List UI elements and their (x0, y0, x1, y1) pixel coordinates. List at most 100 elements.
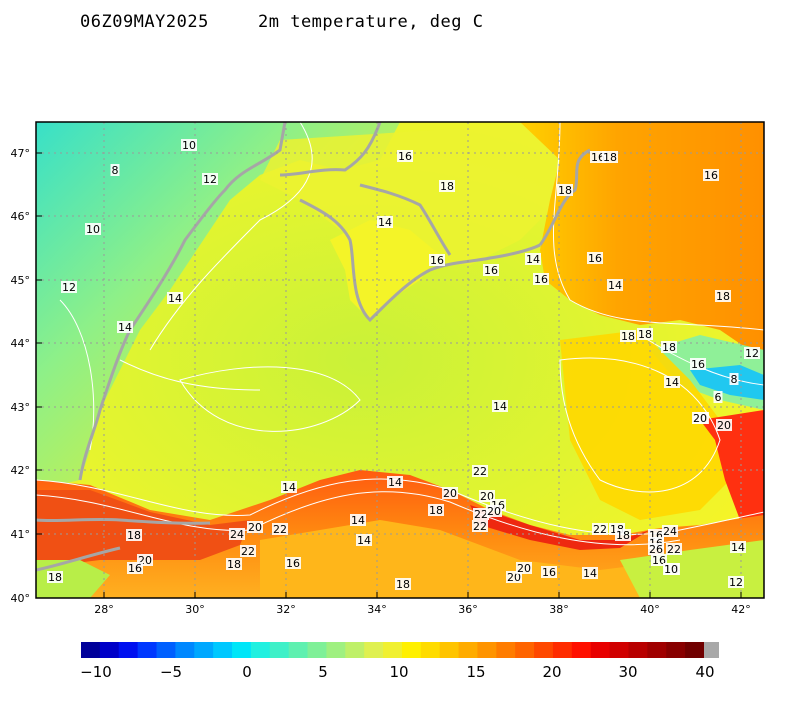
contour-label-bg (541, 566, 557, 578)
colorbar-overflow (704, 642, 719, 658)
contour-label-bg (663, 563, 679, 575)
contour-label-bg (557, 184, 573, 196)
contour-label-bg (533, 273, 549, 285)
east-land (520, 122, 764, 360)
contour-label: 18 (440, 180, 454, 193)
graticule (36, 122, 764, 598)
coastline (36, 122, 591, 572)
contour-label-bg (692, 412, 708, 424)
colorbar-tick-label: 30 (618, 663, 637, 681)
contour-label-bg (587, 252, 603, 264)
colorbar-ticks: −10 −5 0 5 10 15 20 30 40 (80, 663, 714, 681)
contour-label-bg (439, 180, 455, 192)
contour-label: 18 (558, 184, 572, 197)
contour-label: 20 (487, 505, 501, 518)
contour-label-bg (247, 521, 263, 533)
contour-label-bg (713, 391, 723, 403)
variable-title: 2m temperature, deg C (258, 12, 484, 32)
lon-tick-label: 32° (276, 603, 296, 616)
colorbar-swatch (420, 642, 441, 658)
contour-label-bg (429, 254, 445, 266)
contour-label: 22 (473, 520, 487, 533)
contour-label-bg (615, 529, 631, 541)
contour-label-bg (226, 558, 242, 570)
contour-label: 14 (731, 541, 745, 554)
contour-label-bg (662, 525, 678, 537)
map-frame (35, 121, 765, 599)
lon-tick-label: 34° (367, 603, 387, 616)
colorbar-swatch (175, 642, 195, 658)
contour-label-bg (229, 528, 245, 540)
isotherms (36, 122, 764, 546)
contour-label-bg (356, 534, 372, 546)
nw-land (36, 122, 400, 490)
contour-label: 18 (616, 529, 630, 542)
contour-label: 20 (443, 487, 457, 500)
contour-label: 18 (127, 529, 141, 542)
contour-label-bg (666, 543, 682, 555)
contour-label: 18 (716, 290, 730, 303)
contour-label-bg (664, 376, 680, 388)
contour-label: 16 (588, 252, 602, 265)
contour-label: 10 (182, 139, 196, 152)
contour-label-bg (126, 529, 142, 541)
contour-label: 22 (473, 465, 487, 478)
colorbar-swatch (552, 642, 573, 658)
lat-tick-label: 47° (11, 147, 31, 160)
contour-label-bg (728, 576, 744, 588)
contour-label-bg (47, 571, 63, 583)
colorbar-swatch (383, 642, 403, 658)
colorbar-swatch (137, 642, 158, 658)
contour-label: 20 (517, 562, 531, 575)
colorbar-swatch (81, 642, 101, 658)
contour-label-bg (387, 476, 403, 488)
contour-label: 8 (112, 164, 119, 177)
caucasus-colder (690, 365, 764, 400)
colorbar-swatch (458, 642, 479, 658)
contour-label-bg (181, 139, 197, 151)
colorbar-tick-label: −5 (160, 663, 182, 681)
colorbar-swatch (515, 642, 535, 658)
contour-label: 14 (608, 279, 622, 292)
contour-label-bg (472, 520, 488, 532)
contour-label-bg (350, 514, 366, 526)
thrace-hot (36, 490, 250, 565)
contour-label: 18 (662, 341, 676, 354)
contour-label-bg (607, 279, 623, 291)
lat-tick-label: 46° (11, 210, 31, 223)
colorbar-swatch (534, 642, 554, 658)
lat-tick-label: 44° (11, 337, 31, 350)
contour-label: 16 (398, 150, 412, 163)
contour-label: 12 (62, 281, 76, 294)
colorbar-swatch (99, 642, 120, 658)
contour-label: 22 (273, 523, 287, 536)
contour-label: 8 (731, 373, 738, 386)
lon-tick-label: 42° (731, 603, 751, 616)
colorbar-tick-label: −10 (80, 663, 112, 681)
contour-label-bg (648, 543, 664, 555)
map-field: 1081210121414161814161614161618181614161… (36, 122, 764, 598)
colorbar-swatch (439, 642, 460, 658)
contour-label: 20 (693, 412, 707, 425)
colorbar-swatch (345, 642, 365, 658)
contour-label-bg (428, 504, 444, 516)
colorbar-swatch (250, 642, 271, 658)
contour-label-bg (85, 223, 101, 235)
contour-label-bg (110, 164, 120, 176)
contour-label: 22 (241, 545, 255, 558)
north-land (260, 122, 560, 265)
colorbar-swatch (194, 642, 214, 658)
contour-label: 18 (638, 328, 652, 341)
contour-label-bg (202, 173, 218, 185)
contour-label-bg (492, 400, 508, 412)
contour-label: 6 (715, 391, 722, 404)
contour-label: 14 (493, 400, 507, 413)
lon-tick-label: 36° (458, 603, 478, 616)
colorbar-swatch (609, 642, 630, 658)
contour-label-bg (637, 328, 653, 340)
contour-label-bg (730, 541, 746, 553)
contour-label-bg (61, 281, 77, 293)
colorbar-swatch (364, 642, 384, 658)
lat-tick-label: 40° (11, 592, 31, 605)
